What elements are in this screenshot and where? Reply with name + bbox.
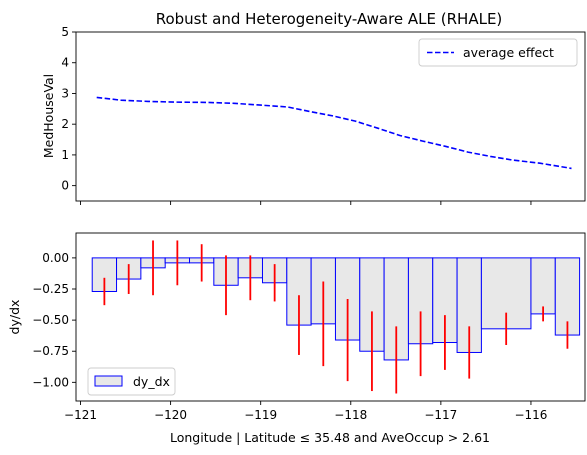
derivative-y-tick-label: −0.50: [32, 313, 69, 327]
derivative-legend: dy_dx: [87, 367, 176, 396]
effect-plot-area: [96, 96, 572, 170]
effect-panel: Robust and Heterogeneity-Aware ALE (RHAL…: [41, 10, 586, 205]
chart-title: Robust and Heterogeneity-Aware ALE (RHAL…: [156, 10, 503, 28]
derivative-x-tick-label: −120: [154, 408, 187, 422]
effect-y-tick-label: 3: [61, 86, 69, 100]
derivative-x-tick-label: −121: [64, 408, 97, 422]
effect-plot-frame: [75, 31, 586, 202]
derivative-y-axis-label: dy/dx: [7, 300, 22, 335]
effect-y-tick-label: 5: [61, 25, 69, 39]
derivative-plot-area: [91, 240, 581, 394]
effect-y-tick-label: 4: [61, 56, 69, 70]
derivative-y-ticks: 0.00 −0.25 −0.50 −0.75 −1.00: [32, 251, 76, 389]
average-effect-line: [96, 96, 572, 170]
derivative-y-tick-label: −0.75: [32, 344, 69, 358]
effect-y-tick-label: 0: [61, 179, 69, 193]
effect-y-tick-label: 1: [61, 148, 69, 162]
derivative-plot-frame: [75, 232, 586, 402]
derivative-x-axis-label: Longitude | Latitude ≤ 35.48 and AveOccu…: [170, 430, 490, 445]
derivative-x-tick-label: −117: [424, 408, 457, 422]
derivative-legend-swatch: [94, 375, 123, 387]
derivative-y-tick-label: −1.00: [32, 375, 69, 389]
dy-dx-bar: [530, 257, 556, 315]
derivative-legend-box: [87, 367, 176, 396]
effect-x-ticks: [80, 201, 532, 205]
derivative-y-tick-label: −0.25: [32, 282, 69, 296]
effect-y-ticks: 0 1 2 3 4 5: [61, 25, 76, 193]
effect-legend-label: average effect: [463, 45, 554, 60]
derivative-legend-label: dy_dx: [133, 374, 170, 389]
derivative-x-tick-label: −119: [244, 408, 277, 422]
derivative-y-tick-label: 0.00: [42, 251, 69, 265]
effect-y-axis-label: MedHouseVal: [41, 74, 56, 158]
derivative-panel: 0.00 −0.25 −0.50 −0.75 −1.00 −121 −120 −119 −11…: [7, 232, 586, 445]
effect-y-tick-label: 2: [61, 117, 69, 131]
derivative-x-tick-label: −116: [514, 408, 547, 422]
effect-legend-box: [418, 38, 578, 67]
derivative-x-tick-label: −118: [334, 408, 367, 422]
derivative-x-ticks: −121 −120 −119 −118 −117 −116: [64, 401, 547, 422]
effect-legend: average effect: [418, 38, 578, 67]
